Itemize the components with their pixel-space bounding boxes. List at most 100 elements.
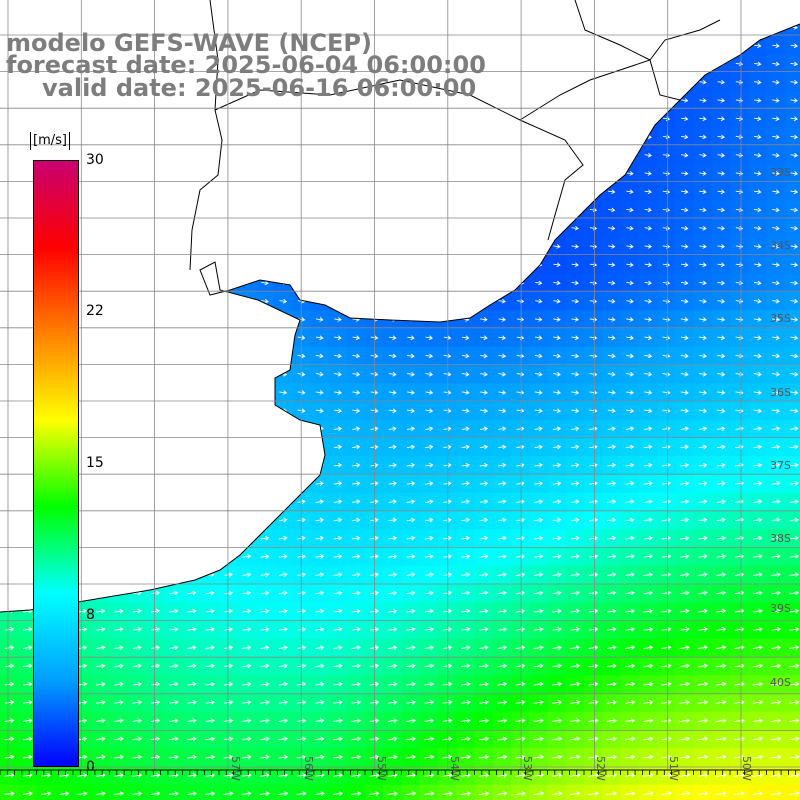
wind-arrow bbox=[77, 736, 88, 742]
wind-arrow bbox=[4, 699, 15, 705]
field-cell bbox=[273, 784, 293, 800]
field-cell bbox=[784, 255, 800, 275]
wind-arrow bbox=[498, 408, 507, 414]
wind-arrow bbox=[242, 645, 252, 651]
wind-arrow bbox=[607, 499, 617, 505]
wind-arrow bbox=[790, 116, 798, 122]
wind-arrow bbox=[643, 590, 653, 596]
wind-arrow bbox=[534, 608, 544, 614]
wind-arrow bbox=[790, 244, 799, 249]
wind-arrow bbox=[333, 572, 343, 578]
wind-arrow bbox=[187, 700, 197, 705]
field-cell bbox=[784, 237, 800, 257]
wind-arrow bbox=[315, 718, 325, 724]
wind-arrow bbox=[96, 663, 106, 669]
wind-arrow bbox=[789, 572, 800, 578]
wind-arrow bbox=[790, 408, 799, 414]
wind-arrow bbox=[497, 627, 508, 632]
wind-arrow bbox=[552, 608, 562, 614]
wind-arrow bbox=[790, 280, 799, 286]
wind-arrow bbox=[77, 772, 88, 778]
wind-arrow bbox=[405, 772, 416, 778]
wind-arrow bbox=[551, 772, 563, 778]
wind-arrow bbox=[77, 681, 88, 687]
wind-arrow bbox=[551, 699, 562, 705]
wind-arrow bbox=[351, 718, 361, 724]
field-cell bbox=[529, 784, 549, 800]
wind-arrow bbox=[443, 408, 452, 414]
field-cell bbox=[784, 292, 800, 311]
wind-arrow bbox=[734, 590, 745, 596]
wind-arrow bbox=[150, 608, 160, 614]
field-cell bbox=[401, 784, 421, 800]
field-cell bbox=[784, 54, 800, 74]
wind-arrow bbox=[698, 626, 709, 632]
graticule bbox=[0, 0, 800, 770]
wind-arrow bbox=[717, 116, 726, 122]
wind-arrow bbox=[168, 791, 179, 796]
border-line bbox=[189, 0, 721, 271]
field-cell bbox=[565, 784, 585, 800]
wind-arrow bbox=[515, 772, 526, 778]
wind-arrow bbox=[515, 754, 526, 760]
wind-arrow bbox=[498, 462, 507, 468]
wind-arrow bbox=[242, 681, 252, 687]
field-cell bbox=[784, 164, 800, 184]
wind-arrow bbox=[205, 754, 216, 760]
wind-arrow bbox=[625, 499, 635, 505]
wind-arrow bbox=[752, 718, 764, 723]
wind-arrow bbox=[388, 645, 398, 651]
wind-arrow bbox=[460, 699, 471, 705]
wind-arrow bbox=[625, 462, 635, 468]
wind-arrow bbox=[734, 791, 745, 796]
wind-arrow bbox=[22, 754, 33, 760]
wind-arrow bbox=[753, 390, 762, 395]
wind-arrow bbox=[425, 353, 434, 359]
wind-arrow bbox=[681, 98, 689, 103]
wind-arrow bbox=[443, 462, 452, 468]
wind-arrow bbox=[333, 444, 343, 450]
wind-arrow bbox=[770, 663, 782, 669]
wind-arrow bbox=[770, 645, 782, 650]
wind-arrow bbox=[460, 681, 471, 687]
wind-arrow bbox=[699, 171, 707, 176]
wind-arrow bbox=[168, 772, 179, 778]
wind-arrow bbox=[478, 736, 490, 742]
wind-arrow bbox=[697, 772, 709, 778]
wind-arrow bbox=[424, 590, 434, 596]
wind-arrow bbox=[242, 608, 252, 614]
wind-arrow bbox=[461, 390, 470, 395]
wind-arrow bbox=[479, 554, 489, 559]
wind-arrow bbox=[770, 718, 782, 723]
wind-arrow bbox=[187, 754, 197, 760]
wind-arrow bbox=[570, 554, 580, 559]
wind-arrow bbox=[625, 481, 635, 486]
wind-arrow bbox=[771, 481, 781, 486]
wind-arrow bbox=[205, 627, 215, 632]
wind-arrow bbox=[352, 426, 361, 432]
wind-arrow bbox=[570, 663, 581, 669]
wind-arrow bbox=[77, 645, 88, 651]
wind-arrow bbox=[788, 772, 800, 778]
wind-arrow bbox=[772, 207, 780, 213]
wind-arrow bbox=[753, 262, 762, 268]
lon-label: 55W bbox=[375, 756, 388, 781]
wind-arrow bbox=[114, 736, 124, 742]
wind-arrow bbox=[734, 626, 745, 632]
wind-arrow bbox=[205, 772, 216, 778]
wind-arrow bbox=[407, 353, 415, 359]
wind-arrow bbox=[680, 371, 689, 377]
wind-arrow bbox=[734, 663, 745, 669]
wind-arrow bbox=[588, 590, 599, 596]
wind-arrow bbox=[570, 699, 581, 705]
wind-arrow bbox=[698, 590, 708, 596]
wind-arrow bbox=[551, 718, 563, 723]
field-cell bbox=[438, 784, 457, 800]
wind-arrow bbox=[715, 791, 727, 796]
wind-arrow bbox=[717, 371, 726, 377]
wind-arrow bbox=[333, 462, 343, 468]
wind-arrow bbox=[790, 335, 799, 341]
wind-arrow bbox=[150, 772, 161, 778]
wind-arrow bbox=[388, 627, 398, 632]
wind-arrow bbox=[333, 426, 342, 432]
